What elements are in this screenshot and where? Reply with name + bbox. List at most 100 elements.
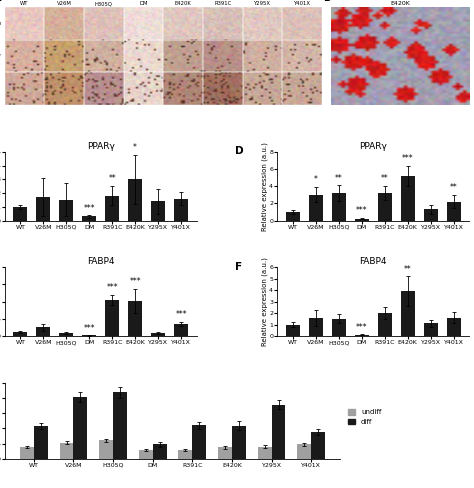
Bar (153, 444, 166, 459)
Bar (5, 40, 45, 73)
Bar (45, 40, 84, 73)
Bar (164, 40, 203, 73)
Bar (424, 324, 438, 336)
Bar (139, 450, 153, 459)
Bar (73, 397, 87, 459)
Bar (203, 7, 243, 40)
Bar (286, 325, 300, 336)
Bar (84, 73, 124, 105)
Bar (378, 313, 392, 336)
Text: ***: *** (356, 323, 368, 331)
Text: ***: *** (129, 277, 141, 286)
Bar (124, 40, 164, 73)
Text: **: ** (335, 174, 343, 183)
Bar (13, 332, 27, 336)
Text: H305Q: H305Q (95, 1, 113, 6)
Bar (45, 73, 84, 105)
Text: E420K: E420K (390, 1, 410, 6)
Bar (84, 40, 124, 73)
Bar (243, 40, 283, 73)
Text: R391C: R391C (214, 1, 232, 6)
Bar (378, 193, 392, 221)
Bar (13, 207, 27, 221)
Text: ***: *** (106, 283, 118, 292)
Title: FABP4: FABP4 (360, 258, 387, 266)
Text: veh: veh (0, 21, 1, 26)
Bar (283, 40, 322, 73)
Bar (174, 324, 188, 336)
Bar (34, 426, 48, 459)
Bar (5, 7, 45, 40)
Bar (105, 300, 119, 336)
Bar (243, 73, 283, 105)
Text: DIM: DIM (0, 54, 1, 59)
Text: ***: *** (83, 324, 95, 332)
Bar (283, 7, 322, 40)
Text: V26M: V26M (57, 1, 72, 6)
Bar (124, 7, 164, 40)
Bar (309, 318, 323, 336)
Text: **: ** (381, 174, 389, 183)
Text: ***: *** (175, 310, 187, 319)
Text: ***: *** (356, 206, 368, 215)
Bar (309, 195, 323, 221)
Bar (174, 199, 188, 221)
Bar (272, 405, 285, 459)
Bar (20, 447, 34, 459)
Bar (113, 392, 127, 459)
Text: **: ** (450, 183, 457, 192)
Legend: undiff, diff: undiff, diff (348, 409, 381, 425)
Bar (84, 7, 124, 40)
Bar (59, 200, 73, 221)
Bar (401, 291, 415, 336)
Text: DIMR: DIMR (0, 86, 1, 91)
Bar (243, 7, 283, 40)
Bar (258, 447, 272, 459)
Text: F: F (235, 262, 242, 272)
Bar (45, 7, 84, 40)
Bar (355, 219, 369, 221)
Text: B: B (323, 0, 330, 3)
Text: *: * (133, 143, 137, 152)
Y-axis label: Relative expression (a.u.): Relative expression (a.u.) (261, 142, 268, 230)
Bar (105, 196, 119, 221)
Bar (401, 176, 415, 221)
Bar (447, 202, 461, 221)
Bar (203, 40, 243, 73)
Bar (128, 179, 142, 221)
Text: DM: DM (139, 1, 148, 6)
Bar (297, 444, 311, 459)
Bar (36, 327, 50, 336)
Bar (203, 73, 243, 105)
Bar (5, 73, 45, 105)
Bar (218, 447, 232, 459)
Text: ***: *** (402, 154, 413, 163)
Bar (164, 73, 203, 105)
Bar (283, 73, 322, 105)
Bar (164, 7, 203, 40)
Bar (179, 449, 192, 459)
Bar (82, 216, 96, 221)
Bar (128, 301, 142, 336)
Text: ***: *** (83, 203, 95, 213)
Bar (124, 73, 164, 105)
Text: E420K: E420K (175, 1, 191, 6)
Bar (232, 426, 246, 459)
Text: Y401X: Y401X (294, 1, 311, 6)
Bar (99, 441, 113, 459)
Text: WT: WT (20, 1, 29, 6)
Text: Y295X: Y295X (254, 1, 271, 6)
Bar (447, 318, 461, 336)
Bar (355, 335, 369, 336)
Title: PPARγ: PPARγ (359, 142, 387, 151)
Bar (424, 209, 438, 221)
Bar (59, 332, 73, 336)
Bar (332, 193, 346, 221)
Bar (311, 432, 325, 459)
Text: D: D (235, 146, 244, 156)
Text: A: A (0, 0, 1, 3)
Bar (332, 319, 346, 336)
Bar (36, 197, 50, 221)
Bar (192, 425, 206, 459)
Text: **: ** (404, 264, 411, 274)
